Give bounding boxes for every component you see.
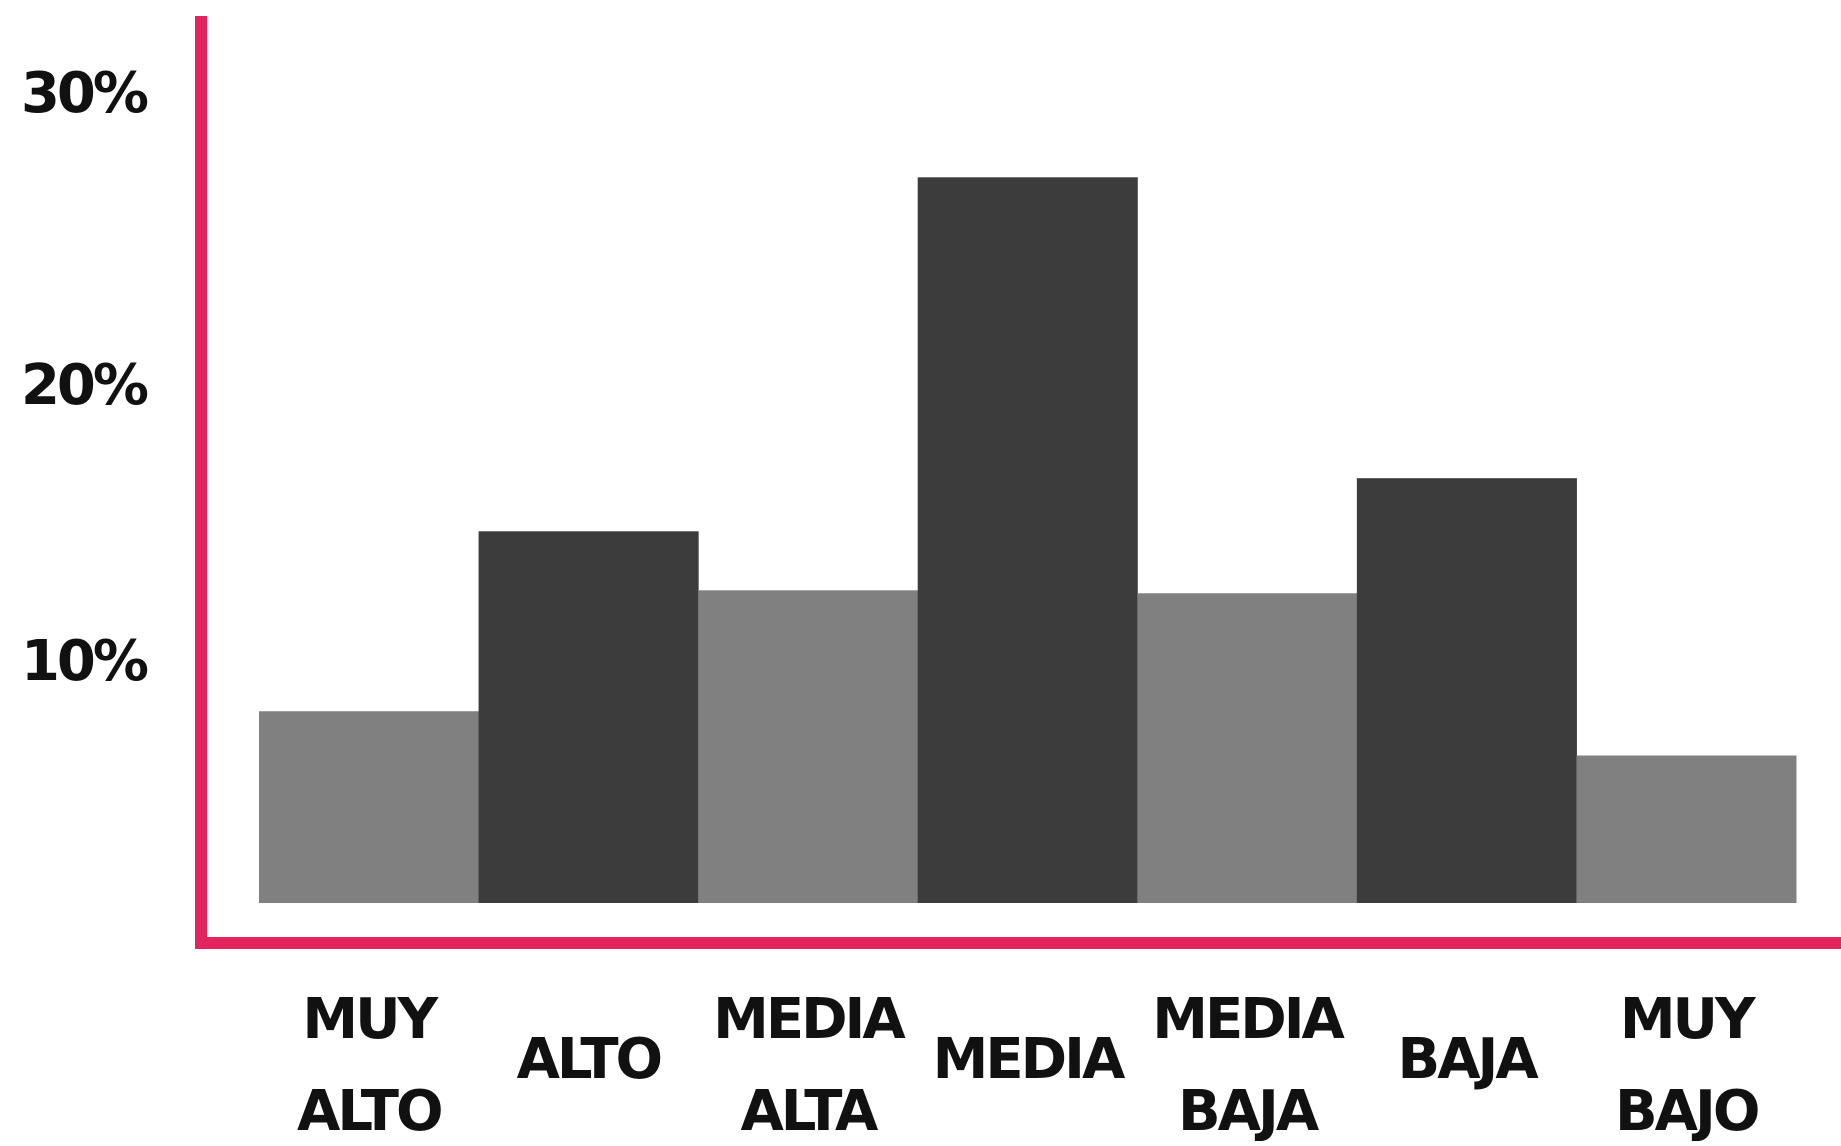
x-category-label: MEDIA (933, 1027, 1126, 1092)
x-category-label: MUY BAJO (1615, 987, 1758, 1141)
x-category-labels: MUY ALTO ALTO MEDIA ALTA MEDIA MEDIA BAJA BAJA MU… (297, 987, 1761, 1144)
bars-layer (259, 177, 1797, 904)
bar-media-baja (1137, 593, 1358, 903)
axes-layer (195, 16, 1841, 949)
x-category-label: BAJA (1398, 1027, 1540, 1092)
y-tick-labels: 10% 20% 30% (21, 61, 151, 694)
bar-media (917, 177, 1138, 904)
bar-media-alta (698, 590, 919, 903)
y-tick-label: 10% (21, 629, 148, 694)
bar-muy-bajo (1576, 755, 1797, 903)
y-tick-label: 20% (21, 353, 148, 418)
x-category-label: MEDIA BAJA (1152, 987, 1345, 1141)
x-category-label: MUY ALTO (297, 987, 441, 1141)
bar-alto (478, 531, 699, 903)
y-tick-label: 30% (21, 61, 148, 126)
x-category-label: ALTO (517, 1027, 661, 1092)
bar-baja (1356, 478, 1577, 903)
bar-muy-alto (259, 711, 480, 903)
x-category-label: MEDIA ALTA (713, 987, 906, 1141)
